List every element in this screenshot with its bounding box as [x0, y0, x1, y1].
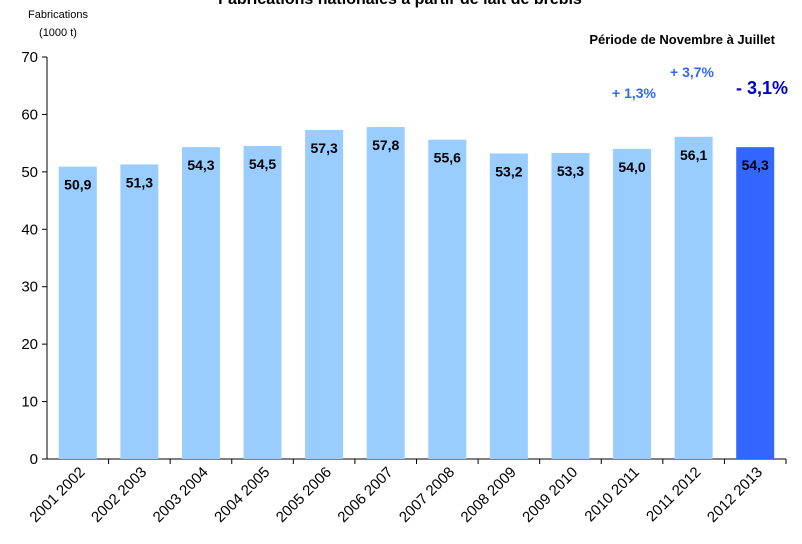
- bar: [243, 146, 282, 459]
- y-axis-label: Fabrications: [28, 9, 88, 21]
- value-label: 51,3: [126, 174, 153, 190]
- bar: [736, 147, 775, 460]
- bar: [58, 166, 97, 459]
- x-tick-label: 2004 2005: [211, 464, 273, 526]
- chart-title: Fabrications nationales à partir de lait…: [218, 0, 582, 8]
- value-label: 53,3: [557, 163, 584, 179]
- bar: [366, 127, 405, 459]
- bar: [120, 164, 159, 460]
- y-tick-label: 50: [21, 164, 38, 181]
- x-tick-label: 2002 2003: [88, 464, 150, 526]
- value-label: 54,0: [618, 159, 645, 175]
- value-label: 57,3: [311, 140, 338, 156]
- y-tick-label: 70: [21, 49, 38, 66]
- value-label: 54,3: [742, 157, 769, 173]
- x-tick-label: 2009 2010: [519, 464, 581, 526]
- value-label: 54,5: [249, 156, 276, 172]
- y-tick-label: 0: [30, 451, 38, 468]
- value-label: 50,9: [64, 177, 91, 193]
- bar: [551, 152, 590, 460]
- x-tick-label: 2008 2009: [458, 464, 520, 526]
- bar: [181, 147, 220, 460]
- x-tick-label: 2006 2007: [334, 464, 396, 526]
- subtitle: Période de Novembre à Juillet: [589, 32, 775, 47]
- y-tick-label: 60: [21, 106, 38, 123]
- x-tick-label: 2012 2013: [704, 464, 766, 526]
- value-label: 55,6: [434, 150, 461, 166]
- bar: [674, 136, 713, 459]
- y-tick-label: 20: [21, 336, 38, 353]
- annotation: + 3,7%: [670, 64, 715, 80]
- x-tick-label: 2001 2002: [26, 464, 88, 526]
- x-tick-label: 2003 2004: [150, 464, 212, 526]
- annotation: - 3,1%: [736, 78, 788, 98]
- value-label: 53,2: [495, 163, 522, 179]
- x-tick-label: 2010 2011: [581, 464, 642, 525]
- value-label: 57,8: [372, 137, 399, 153]
- y-tick-label: 30: [21, 279, 38, 296]
- x-tick-label: 2007 2008: [396, 464, 458, 526]
- bar: [613, 148, 652, 459]
- value-label: 54,3: [187, 157, 214, 173]
- bar: [428, 139, 467, 459]
- y-axis-label: (1000 t): [39, 27, 77, 39]
- x-tick-label: 2005 2006: [273, 464, 335, 526]
- x-tick-label: 2011 2012: [643, 464, 704, 525]
- annotation: + 1,3%: [612, 85, 657, 101]
- y-tick-label: 40: [21, 221, 38, 238]
- bar: [305, 129, 344, 460]
- bar: [489, 153, 528, 460]
- y-tick-label: 10: [21, 394, 38, 411]
- value-label: 56,1: [680, 147, 707, 163]
